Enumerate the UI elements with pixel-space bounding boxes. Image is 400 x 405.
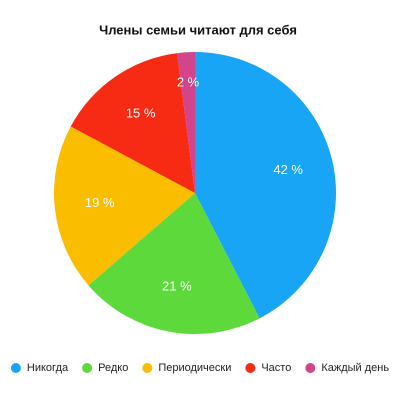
legend-marker	[82, 363, 93, 373]
legend-marker	[245, 363, 256, 373]
value-label: 42 %	[273, 162, 303, 177]
pie-slice	[195, 52, 337, 319]
legend-label: Редко	[98, 362, 128, 374]
legend-label: Периодически	[158, 362, 231, 374]
value-label: 15 %	[126, 105, 156, 120]
pie-slice	[88, 193, 260, 335]
value-label: 2 %	[177, 75, 200, 90]
legend-marker	[142, 363, 153, 373]
legend-marker	[10, 363, 21, 373]
value-label: 21 %	[162, 279, 192, 294]
pie-slice	[177, 52, 195, 193]
legend-label: Каждый день	[321, 362, 389, 374]
chart-title: Члены семьи читают для себя	[99, 22, 297, 37]
legend-label: Часто	[261, 362, 291, 374]
pie-slice	[53, 126, 196, 286]
legend-marker	[305, 363, 316, 373]
legend-label: Никогда	[27, 362, 69, 374]
value-label: 19 %	[85, 195, 115, 210]
pie-slice	[70, 53, 195, 194]
